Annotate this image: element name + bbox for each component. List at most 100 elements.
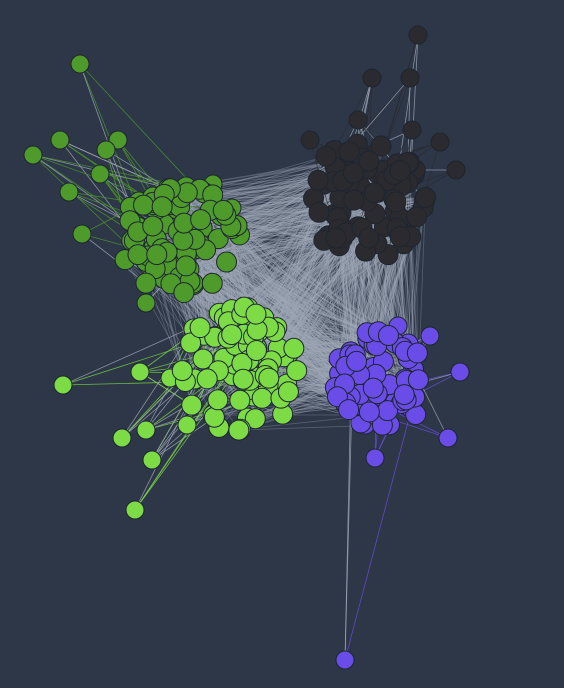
graph-edge	[241, 237, 343, 315]
purple-cluster-node[interactable]	[406, 342, 428, 364]
dark-cluster-node[interactable]	[405, 206, 427, 228]
dark-cluster-node[interactable]	[415, 186, 437, 208]
graph-edge	[282, 358, 340, 415]
olive-cluster-node[interactable]	[212, 199, 234, 221]
olive-cluster-node[interactable]	[127, 244, 149, 266]
purple-cluster-node[interactable]	[407, 369, 429, 391]
lime-cluster-node[interactable]	[177, 415, 197, 435]
olive-cluster-node[interactable]	[136, 293, 156, 313]
lime-cluster-node[interactable]	[142, 450, 162, 470]
dark-cluster-node[interactable]	[446, 160, 466, 180]
lime-cluster-node[interactable]	[181, 394, 203, 416]
lime-cluster-node[interactable]	[112, 428, 132, 448]
lime-cluster-node[interactable]	[180, 332, 202, 354]
graph-edge	[239, 234, 265, 318]
olive-cluster-node[interactable]	[72, 224, 92, 244]
lime-cluster-node[interactable]	[136, 420, 156, 440]
olive-cluster-node[interactable]	[142, 215, 164, 237]
lime-cluster-node[interactable]	[283, 337, 305, 359]
dark-cluster-node[interactable]	[400, 68, 420, 88]
dark-cluster-node[interactable]	[348, 110, 368, 130]
graph-edge	[220, 215, 346, 404]
lime-cluster-node[interactable]	[196, 368, 218, 390]
lime-cluster-node[interactable]	[221, 324, 243, 346]
dark-cluster-node[interactable]	[342, 162, 364, 184]
lime-cluster-node[interactable]	[171, 360, 193, 382]
olive-cluster-node[interactable]	[216, 251, 238, 273]
graph-edge	[201, 227, 347, 366]
purple-cluster-node[interactable]	[438, 428, 458, 448]
purple-cluster-node[interactable]	[377, 325, 399, 347]
olive-cluster-node[interactable]	[132, 194, 154, 216]
lime-cluster-node[interactable]	[203, 406, 225, 428]
lime-cluster-node[interactable]	[125, 500, 145, 520]
olive-cluster-node[interactable]	[151, 196, 173, 218]
graph-edge	[134, 321, 229, 511]
olive-cluster-node[interactable]	[146, 244, 168, 266]
lime-cluster-node[interactable]	[286, 360, 308, 382]
graph-edge	[174, 179, 319, 209]
dark-cluster-node[interactable]	[362, 68, 382, 88]
graph-edge	[166, 251, 382, 337]
olive-cluster-node[interactable]	[175, 255, 197, 277]
lime-cluster-node[interactable]	[244, 408, 266, 430]
olive-cluster-node[interactable]	[90, 164, 110, 184]
graph-edge	[192, 212, 342, 284]
dark-cluster-node[interactable]	[389, 160, 411, 182]
lime-cluster-node[interactable]	[207, 389, 229, 411]
purple-cluster-node[interactable]	[335, 650, 355, 670]
lime-cluster-node[interactable]	[229, 389, 251, 411]
purple-cluster-node[interactable]	[338, 399, 360, 421]
purple-cluster-node[interactable]	[346, 350, 368, 372]
dark-cluster-node[interactable]	[300, 130, 320, 150]
dark-cluster-node[interactable]	[325, 227, 347, 249]
dark-cluster-node[interactable]	[385, 191, 407, 213]
dark-cluster-node[interactable]	[430, 132, 450, 152]
graph-edge	[338, 254, 389, 359]
dark-cluster-node[interactable]	[363, 182, 385, 204]
purple-cluster-node[interactable]	[450, 362, 470, 382]
dark-cluster-node[interactable]	[343, 189, 365, 211]
dark-cluster-node[interactable]	[389, 225, 411, 247]
dark-cluster-node[interactable]	[315, 145, 337, 167]
graph-edge	[226, 261, 354, 359]
lime-cluster-node[interactable]	[192, 348, 214, 370]
dark-cluster-node[interactable]	[358, 150, 380, 172]
olive-cluster-node[interactable]	[135, 272, 157, 294]
dark-cluster-node[interactable]	[402, 120, 422, 140]
purple-cluster-node[interactable]	[358, 401, 380, 423]
graph-edge	[105, 149, 169, 189]
dark-cluster-node[interactable]	[358, 227, 380, 249]
dark-cluster-node[interactable]	[370, 135, 392, 157]
lime-cluster-node[interactable]	[53, 375, 73, 395]
olive-cluster-node[interactable]	[23, 145, 43, 165]
olive-cluster-node[interactable]	[50, 130, 70, 150]
purple-cluster-node[interactable]	[393, 384, 415, 406]
olive-cluster-node[interactable]	[70, 54, 90, 74]
graph-edge	[32, 154, 139, 255]
lime-cluster-node[interactable]	[277, 381, 299, 403]
lime-cluster-node[interactable]	[245, 340, 267, 362]
dark-cluster-node[interactable]	[308, 201, 330, 223]
purple-cluster-node[interactable]	[420, 326, 440, 346]
lime-cluster-node[interactable]	[130, 362, 150, 382]
lime-cluster-node[interactable]	[228, 419, 250, 441]
graph-edge	[182, 232, 347, 371]
olive-cluster-node[interactable]	[190, 209, 212, 231]
olive-cluster-node[interactable]	[173, 282, 195, 304]
olive-cluster-node[interactable]	[201, 272, 223, 294]
lime-cluster-node[interactable]	[245, 303, 267, 325]
dark-cluster-node[interactable]	[338, 141, 360, 163]
lime-cluster-node[interactable]	[189, 317, 211, 339]
dark-cluster-node[interactable]	[307, 169, 329, 191]
purple-cluster-node[interactable]	[365, 448, 385, 468]
lime-cluster-node[interactable]	[251, 387, 273, 409]
olive-cluster-node[interactable]	[96, 140, 116, 160]
lime-cluster-node[interactable]	[258, 367, 280, 389]
graph-edge	[189, 183, 325, 282]
dark-cluster-node[interactable]	[408, 25, 428, 45]
olive-cluster-node[interactable]	[59, 182, 79, 202]
lime-cluster-node[interactable]	[232, 368, 254, 390]
purple-cluster-node[interactable]	[362, 377, 384, 399]
